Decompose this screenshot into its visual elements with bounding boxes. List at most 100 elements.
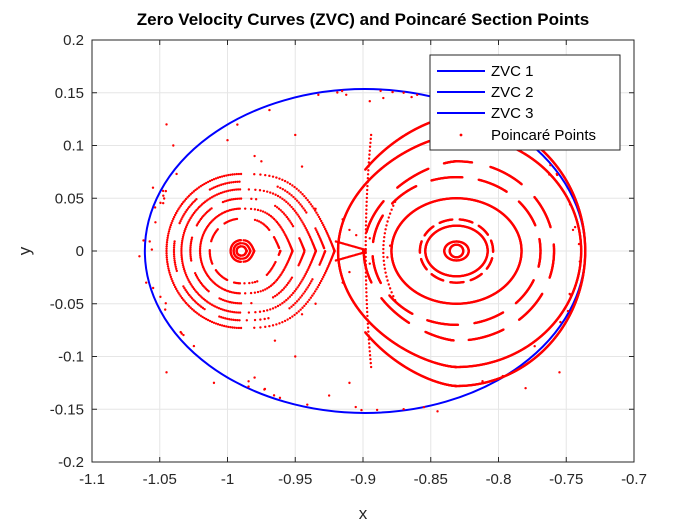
poincare-point bbox=[253, 291, 257, 294]
poincare-point bbox=[231, 173, 234, 176]
poincare-point bbox=[299, 217, 302, 220]
poincare-point bbox=[299, 191, 302, 194]
poincare-point bbox=[222, 324, 226, 328]
poincare-point bbox=[290, 293, 293, 297]
poincare-point bbox=[172, 246, 176, 250]
poincare-point bbox=[173, 285, 177, 289]
poincare-point bbox=[229, 326, 232, 329]
poincare-point bbox=[315, 229, 318, 232]
poincare-point bbox=[249, 207, 253, 211]
poincare-point bbox=[288, 204, 292, 207]
poincare-point bbox=[253, 218, 257, 222]
poincare-point bbox=[203, 182, 206, 186]
poincare-point bbox=[196, 312, 199, 315]
poincare-point bbox=[277, 292, 281, 295]
poincare-point bbox=[274, 280, 277, 283]
poincare-point bbox=[262, 309, 266, 313]
poincare-point bbox=[272, 235, 276, 239]
poincare-point bbox=[199, 245, 202, 248]
poincare-point bbox=[168, 228, 171, 231]
poincare-point bbox=[290, 305, 293, 308]
poincare-point bbox=[234, 197, 237, 201]
poincare-point bbox=[229, 310, 232, 313]
poincare-point bbox=[293, 209, 296, 212]
poincare-point bbox=[533, 195, 536, 199]
poincare-point bbox=[171, 279, 174, 283]
poincare-point bbox=[315, 288, 318, 291]
poincare-point bbox=[290, 223, 294, 226]
poincare-point bbox=[186, 303, 189, 306]
poincare-point bbox=[182, 267, 186, 271]
poincare-point bbox=[282, 287, 286, 290]
poincare-point bbox=[227, 300, 230, 303]
poincare-point bbox=[245, 249, 248, 253]
poincare-point bbox=[218, 175, 222, 179]
poincare-point bbox=[180, 257, 184, 261]
poincare-point bbox=[184, 210, 187, 214]
poincare-point bbox=[262, 189, 266, 193]
poincare-point bbox=[173, 257, 176, 260]
poincare-point bbox=[276, 194, 280, 198]
poincare-point bbox=[165, 256, 168, 259]
poincare-point bbox=[236, 302, 239, 305]
poincare-point bbox=[208, 179, 212, 183]
poincare-point bbox=[174, 287, 178, 291]
poincare-point bbox=[253, 280, 257, 284]
poincare-point bbox=[210, 320, 214, 324]
poincare-point bbox=[186, 196, 189, 199]
poincare-point bbox=[266, 309, 269, 312]
poincare-point bbox=[189, 242, 193, 245]
poincare-point bbox=[199, 185, 202, 188]
poincare-point bbox=[239, 302, 243, 305]
poincare-point bbox=[236, 180, 239, 183]
poincare-point bbox=[317, 215, 321, 219]
poincare-point bbox=[271, 296, 275, 299]
poincare-point bbox=[180, 202, 184, 206]
poincare-point bbox=[263, 317, 266, 321]
poincare-point bbox=[301, 193, 304, 196]
poincare-point bbox=[299, 308, 302, 311]
poincare-point bbox=[195, 301, 198, 304]
poincare-point bbox=[215, 193, 219, 196]
poincare-point bbox=[217, 307, 221, 310]
poincare-point bbox=[192, 309, 196, 312]
poincare-point bbox=[425, 268, 428, 271]
poincare-point bbox=[179, 204, 182, 207]
poincare-point bbox=[268, 174, 271, 178]
poincare-point bbox=[249, 291, 253, 295]
poincare-point bbox=[230, 181, 233, 184]
poincare-point bbox=[207, 290, 210, 293]
poincare-point bbox=[294, 288, 298, 291]
poincare-point bbox=[267, 213, 271, 217]
poincare-point bbox=[458, 218, 461, 221]
poincare-point bbox=[297, 310, 300, 313]
poincare-point bbox=[308, 282, 312, 285]
poincare-point bbox=[243, 292, 247, 295]
poincare-point bbox=[188, 280, 191, 284]
poincare-point bbox=[230, 301, 234, 304]
poincare-point bbox=[323, 271, 327, 275]
poincare-point bbox=[182, 298, 185, 301]
poincare-point bbox=[480, 272, 483, 276]
poincare-point bbox=[286, 190, 289, 194]
poincare-point bbox=[182, 214, 185, 217]
poincare-point bbox=[188, 218, 191, 222]
poincare-point bbox=[189, 255, 192, 258]
poincare-point bbox=[291, 315, 294, 318]
poincare-point bbox=[223, 190, 226, 194]
poincare-point bbox=[269, 191, 272, 194]
poincare-point bbox=[306, 286, 309, 289]
poincare-point bbox=[442, 162, 446, 165]
poincare-point bbox=[212, 304, 215, 307]
poincare-point bbox=[225, 174, 228, 177]
poincare-point bbox=[219, 191, 222, 195]
poincare-point bbox=[316, 285, 319, 289]
poincare-point bbox=[452, 339, 455, 342]
poincare-point bbox=[220, 183, 223, 186]
poincare-point bbox=[502, 328, 505, 331]
poincare-point bbox=[271, 192, 275, 195]
poincare-point bbox=[188, 205, 191, 209]
poincare-point bbox=[184, 197, 188, 201]
poincare-point bbox=[306, 300, 309, 304]
poincare-point bbox=[196, 302, 200, 306]
